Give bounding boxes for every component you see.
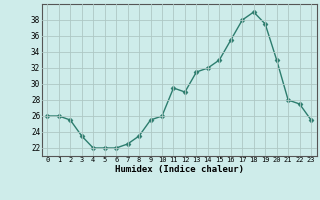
X-axis label: Humidex (Indice chaleur): Humidex (Indice chaleur) xyxy=(115,165,244,174)
